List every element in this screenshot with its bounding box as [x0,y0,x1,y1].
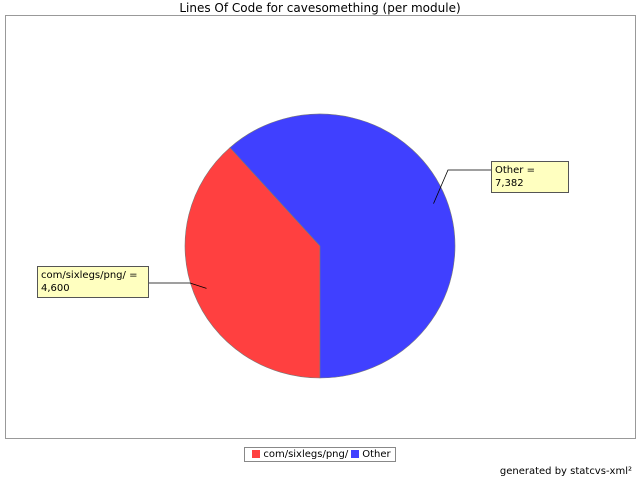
pie-slice [184,147,321,379]
footer: generated by statcvs-xml² [499,466,632,477]
chart-title: Lines Of Code for cavesomething (per mod… [179,1,461,15]
legend-box: com/sixlegs/png/Other [244,447,396,462]
label-leader [433,169,491,204]
legend-label: com/sixlegs/png/ [263,449,349,460]
label-leader [148,282,207,289]
legend-swatch [351,450,360,458]
legend-swatch [252,450,261,458]
data-label: com/sixlegs/png/ = 4,600 [37,266,149,298]
legend-label: Other [362,449,391,460]
legend: com/sixlegs/png/Other [0,447,640,462]
data-label: Other = 7,382 [491,161,569,193]
pie-slice [229,113,456,379]
